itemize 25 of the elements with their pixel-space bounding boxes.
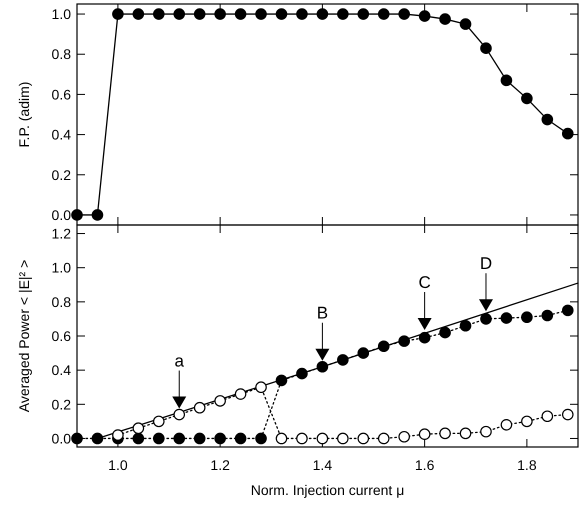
x-tick-label: 1.0 (108, 457, 128, 473)
y-axis-title: F.P. (adim) (16, 82, 32, 148)
y-tick-label: 0.6 (52, 86, 72, 102)
y-tick-label: 0.0 (52, 206, 72, 223)
y-tick-label: 1.0 (52, 260, 72, 276)
x-tick-label: 1.4 (312, 457, 332, 473)
x-tick-label: 1.6 (414, 457, 435, 473)
x-tick-label: 1.2 (210, 457, 230, 473)
x-tick-label: 1.8 (517, 457, 537, 473)
y-tick-label: 0.8 (52, 46, 72, 62)
y-tick-label: 0.2 (52, 396, 72, 412)
y-axis-title: Averaged Power < |E|² > (16, 260, 32, 412)
x-axis-title: Norm. Injection current μ (250, 482, 404, 498)
y-tick-label: 0.4 (52, 126, 72, 143)
annotation: a (174, 352, 185, 371)
y-tick-label: 1.2 (52, 226, 72, 242)
annotation: B (316, 304, 328, 323)
annotation: C (418, 273, 431, 292)
annotation: D (480, 254, 492, 274)
y-tick-label: 1.0 (52, 6, 72, 22)
y-tick-label: 0.2 (52, 166, 72, 183)
y-tick-label: 0.6 (52, 328, 72, 344)
y-tick-label: 0.8 (52, 294, 72, 310)
y-tick-label: 0.4 (52, 362, 72, 378)
y-tick-label: 0.0 (52, 430, 72, 446)
